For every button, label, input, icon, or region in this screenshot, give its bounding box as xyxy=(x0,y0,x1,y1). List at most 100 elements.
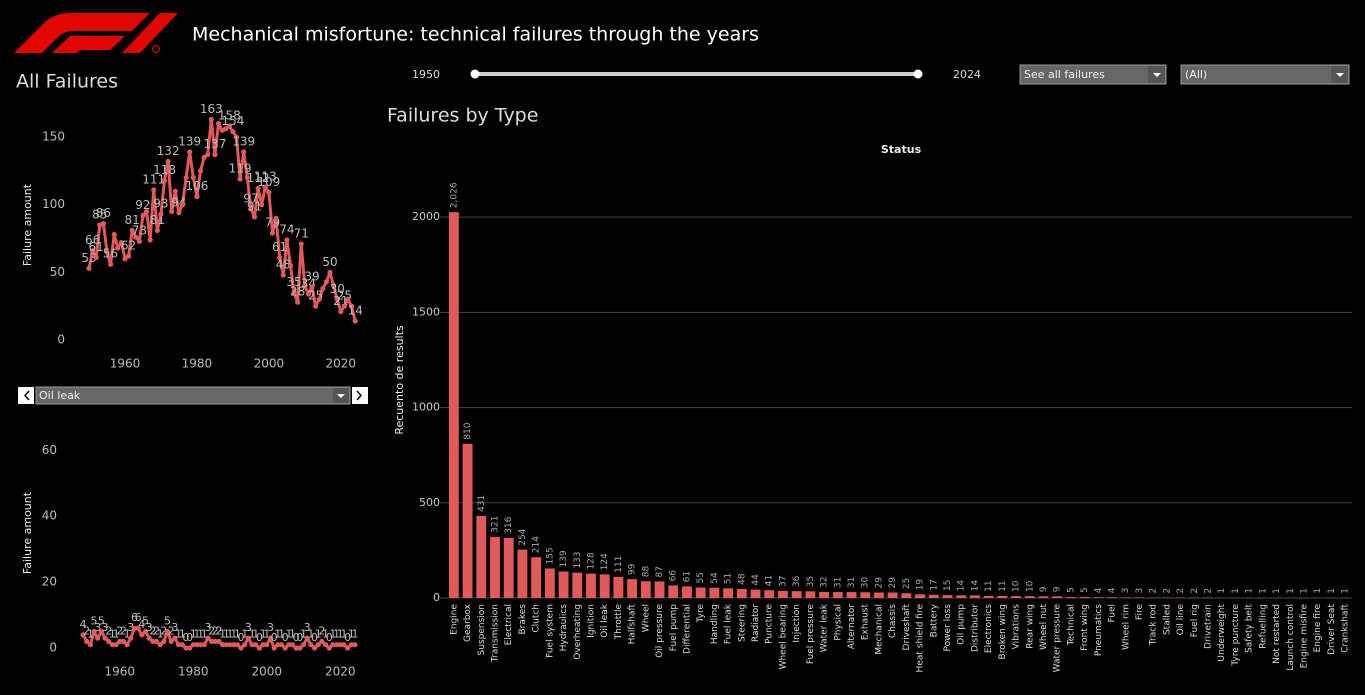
point xyxy=(320,285,326,292)
x-tick-label: Rear wing xyxy=(1025,604,1035,649)
status-dropdown[interactable]: See all failures xyxy=(1019,64,1167,85)
point xyxy=(237,176,243,182)
dropdown-text: See all failures xyxy=(1024,68,1105,81)
data-label: 35 xyxy=(286,275,301,289)
x-tick-label: Gearbox xyxy=(463,603,473,642)
data-label: 54 xyxy=(710,572,720,584)
data-label: 1 xyxy=(1231,588,1241,594)
point xyxy=(142,628,149,635)
f1-logo xyxy=(14,13,178,53)
data-label: 36 xyxy=(792,575,802,587)
point xyxy=(153,638,160,645)
bar xyxy=(531,557,542,598)
point xyxy=(315,642,321,648)
y-tick-label: 100 xyxy=(42,197,65,211)
failure-selector[interactable]: Oil leak xyxy=(18,386,368,405)
data-label: 74 xyxy=(279,222,294,236)
data-label: 1 xyxy=(274,628,281,641)
point xyxy=(277,254,283,261)
data-label: 1 xyxy=(252,628,259,641)
x-tick-label: Fuel pump xyxy=(669,604,679,651)
bar xyxy=(695,587,706,598)
data-label: 3 xyxy=(204,621,211,634)
point xyxy=(266,189,272,196)
point xyxy=(327,269,333,275)
data-label: 133 xyxy=(573,551,583,568)
data-label: 1 xyxy=(348,628,355,641)
bar xyxy=(997,595,1008,598)
x-tick-label: Stalled xyxy=(1162,604,1172,635)
x-tick-label: Launch control xyxy=(1286,604,1296,671)
point xyxy=(198,642,204,648)
x-tick-label: Distributor xyxy=(970,604,980,652)
data-label: 0 xyxy=(293,631,300,644)
dropdown-box[interactable] xyxy=(1180,64,1350,85)
x-tick-label: Exhaust xyxy=(861,604,871,641)
data-label: 1 xyxy=(1300,588,1310,594)
point xyxy=(187,149,193,155)
data-label: 1 xyxy=(197,628,204,641)
point xyxy=(334,296,340,303)
point xyxy=(147,237,153,243)
x-tick-label: 1960 xyxy=(104,665,135,679)
slider-handle[interactable] xyxy=(913,69,923,79)
point xyxy=(275,642,281,648)
data-label: 128 xyxy=(586,552,596,569)
point xyxy=(289,642,296,648)
point xyxy=(352,642,358,648)
data-label: 119 xyxy=(229,162,252,176)
data-label: 11 xyxy=(998,580,1008,591)
x-tick-label: Power loss xyxy=(943,604,953,652)
point xyxy=(140,212,146,219)
x-tick-label: Brakes xyxy=(518,604,528,635)
point xyxy=(209,638,215,645)
data-label: 92 xyxy=(135,198,150,212)
data-label: 2 xyxy=(153,624,160,637)
point xyxy=(291,290,297,296)
point xyxy=(197,168,204,174)
x-tick-label: Electronics xyxy=(984,604,994,653)
data-label: 1 xyxy=(289,628,296,641)
point xyxy=(293,645,299,651)
bar xyxy=(1052,596,1063,598)
point xyxy=(304,635,310,641)
filter-dropdown[interactable]: (All) xyxy=(1180,64,1350,85)
point xyxy=(212,152,218,158)
point xyxy=(251,214,258,220)
point xyxy=(158,211,164,217)
point xyxy=(157,642,163,648)
x-tick-label: Driveshaft xyxy=(902,604,912,651)
data-label: 61 xyxy=(272,240,287,254)
x-tick-label: Water pressure xyxy=(1053,604,1063,673)
dropdown-box[interactable] xyxy=(1019,64,1167,85)
dropdown-box[interactable] xyxy=(35,386,351,405)
data-label: 137 xyxy=(203,137,226,151)
data-label: 254 xyxy=(518,528,528,545)
x-tick-label: Oil pressure xyxy=(655,604,665,658)
data-label: 1 xyxy=(1258,588,1268,594)
data-label: 3 xyxy=(146,621,153,634)
slider-handle[interactable] xyxy=(470,69,480,79)
data-label: 1 xyxy=(241,628,248,641)
y-tick-label: 2000 xyxy=(412,210,440,223)
data-label: 1 xyxy=(329,628,336,641)
point xyxy=(118,239,124,246)
bar xyxy=(887,592,898,598)
point xyxy=(227,642,233,648)
data-label: 1 xyxy=(337,628,344,641)
x-tick-label: Heat shield fire xyxy=(916,604,926,673)
point xyxy=(107,261,114,267)
point xyxy=(297,645,303,651)
bar xyxy=(736,588,747,598)
point xyxy=(271,645,277,651)
data-label: 112 xyxy=(247,171,270,185)
data-label: 86 xyxy=(96,206,111,220)
data-label: 154 xyxy=(221,114,244,128)
data-label: 1 xyxy=(351,628,358,641)
x-tick-label: Injection xyxy=(792,604,802,643)
data-label: 2 xyxy=(1176,588,1186,594)
point xyxy=(223,126,229,132)
data-label: 1 xyxy=(1272,588,1282,594)
x-tick-label: 1980 xyxy=(178,665,209,679)
bar xyxy=(1024,596,1035,598)
